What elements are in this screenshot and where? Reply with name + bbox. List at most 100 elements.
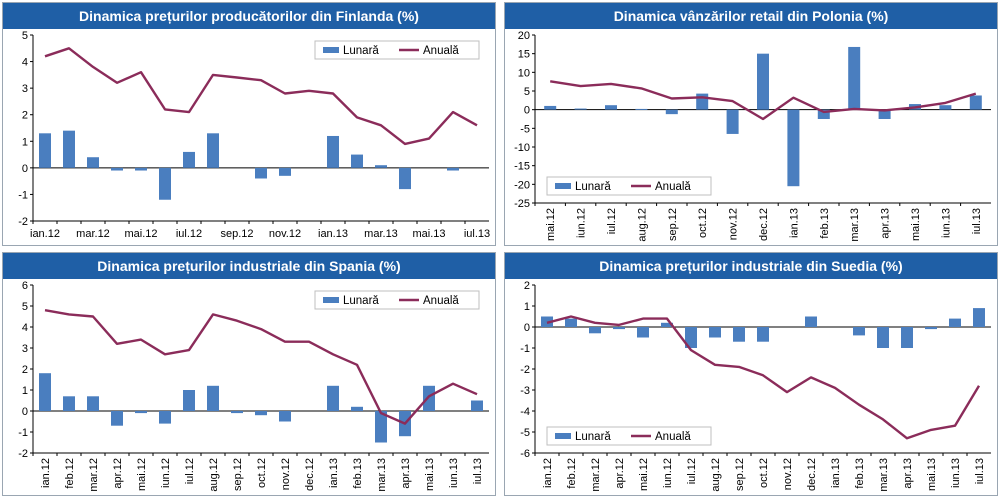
- legend-label-lunara: Lunară: [343, 45, 379, 57]
- y-tick-label: 5: [22, 30, 28, 42]
- bar-lunara: [805, 316, 817, 327]
- x-tick-label: iul.13: [974, 458, 986, 484]
- bar-lunara: [685, 327, 697, 348]
- chart-panel-spain: Dinamica prețurilor industriale din Span…: [2, 252, 496, 496]
- chart-title: Dinamica vânzărilor retail din Polonia (…: [505, 3, 997, 29]
- x-tick-label: mar.13: [364, 228, 398, 240]
- x-tick-label: iul.13: [472, 458, 484, 484]
- bar-lunara: [159, 167, 171, 200]
- bar-lunara: [589, 327, 601, 334]
- bar-lunara: [39, 373, 51, 411]
- bar-lunara: [63, 396, 75, 411]
- chart-title: Dinamica prețurilor producătorilor din F…: [3, 3, 495, 29]
- bar-lunara: [87, 157, 99, 168]
- bar-lunara: [696, 93, 709, 110]
- bar-lunara: [661, 322, 673, 327]
- bar-lunara: [544, 105, 557, 110]
- y-tick-label: 2: [524, 280, 530, 292]
- x-tick-label: sep.12: [734, 458, 746, 491]
- chart-title: Dinamica prețurilor industriale din Span…: [3, 253, 495, 279]
- y-tick-label: 0: [524, 105, 530, 117]
- legend-swatch-lunara: [555, 433, 571, 439]
- bar-lunara: [63, 130, 75, 168]
- legend-box: [314, 40, 480, 60]
- x-tick-label: ian.12: [30, 228, 60, 240]
- x-tick-label: nov.12: [280, 458, 292, 490]
- x-tick-label: mai.13: [412, 228, 445, 240]
- x-tick-label: feb.13: [352, 458, 364, 489]
- legend-label-anuala: Anuală: [423, 295, 459, 307]
- x-tick-label: iun.13: [940, 208, 952, 238]
- y-tick-label: 1: [22, 136, 28, 148]
- y-tick-label: 3: [22, 83, 28, 95]
- x-tick-label: mai.13: [910, 208, 922, 241]
- bar-lunara: [878, 109, 891, 119]
- chart-spain: 6 5 4 3 2 1 0 -1 -2 ian.12 feb.12 mar.12 apr.12 mai.1…: [18, 280, 489, 492]
- y-tick-label: -20: [514, 179, 530, 191]
- legend-box: [314, 290, 480, 310]
- y-tick-label: -2: [18, 216, 28, 228]
- bar-lunara: [757, 327, 769, 342]
- x-tick-label: apr.13: [400, 458, 412, 489]
- bar-lunara: [255, 411, 267, 416]
- bar-lunara: [471, 400, 483, 411]
- y-tick-label: -15: [514, 161, 530, 173]
- bar-lunara: [39, 133, 51, 168]
- bar-lunara: [375, 165, 387, 168]
- line-anuala: [550, 80, 977, 121]
- x-tick-label: mar.12: [88, 458, 100, 492]
- legend-label-lunara: Lunară: [575, 181, 611, 193]
- y-tick-label: 1: [524, 301, 530, 313]
- x-tick-label: mai.13: [424, 458, 436, 491]
- bar-lunara: [279, 167, 291, 176]
- x-tick-label: mai.13: [926, 458, 938, 491]
- x-tick-label: iul.13: [971, 208, 983, 234]
- x-tick-label: iun.13: [448, 458, 460, 488]
- x-tick-label: iun.13: [950, 458, 962, 488]
- y-tick-label: 5: [22, 301, 28, 313]
- y-tick-label: -10: [514, 142, 530, 154]
- x-tick-label: feb.13: [854, 458, 866, 489]
- bar-lunara: [159, 411, 171, 424]
- bar-lunara: [901, 327, 913, 348]
- bar-lunara: [447, 167, 459, 171]
- x-tick-label: iul.13: [464, 228, 490, 240]
- y-tick-label: -2: [18, 448, 28, 460]
- bar-lunara: [757, 53, 769, 110]
- y-tick-label: 5: [524, 86, 530, 98]
- x-tick-label: iul.12: [686, 458, 698, 484]
- x-tick-label: nov.12: [782, 458, 794, 490]
- y-tick-label: 20: [518, 30, 530, 42]
- y-tick-label: 4: [22, 57, 28, 69]
- x-tick-label: mar.13: [849, 208, 861, 242]
- x-tick-label: feb.13: [819, 208, 831, 239]
- bar-lunara: [375, 411, 387, 443]
- x-tick-label: apr.12: [112, 458, 124, 489]
- legend-swatch-lunara: [323, 297, 339, 303]
- chart-sweden: 2 1 0 -1 -2 -3 -4 -5 -6 ian.12 feb.12 mar.12 apr.12 m…: [520, 280, 991, 492]
- x-tick-label: oct.12: [256, 458, 268, 488]
- y-tick-label: -1: [18, 189, 28, 201]
- x-tick-label: aug.12: [208, 458, 220, 492]
- line-anuala: [546, 315, 981, 440]
- bar-lunara: [111, 167, 123, 171]
- x-tick-label: apr.12: [614, 458, 626, 489]
- legend-label-lunara: Lunară: [575, 431, 611, 443]
- bar-lunara: [111, 411, 123, 426]
- y-tick-label: 10: [518, 67, 530, 79]
- x-tick-label: mar.13: [878, 458, 890, 492]
- bar-lunara: [605, 105, 617, 110]
- x-tick-label: mai.12: [124, 228, 157, 240]
- bar-lunara: [231, 411, 243, 414]
- x-tick-label: dec.12: [806, 458, 818, 491]
- bar-lunara: [135, 411, 147, 414]
- bar-lunara: [853, 327, 865, 336]
- legend-label-anuala: Anuală: [655, 431, 691, 443]
- x-tick-label: mar.12: [590, 458, 602, 492]
- legend-label-anuala: Anuală: [423, 45, 459, 57]
- bar-lunara: [949, 318, 961, 327]
- x-tick-label: feb.12: [64, 458, 76, 489]
- line-anuala: [44, 47, 478, 146]
- x-tick-label: ian.13: [830, 458, 842, 488]
